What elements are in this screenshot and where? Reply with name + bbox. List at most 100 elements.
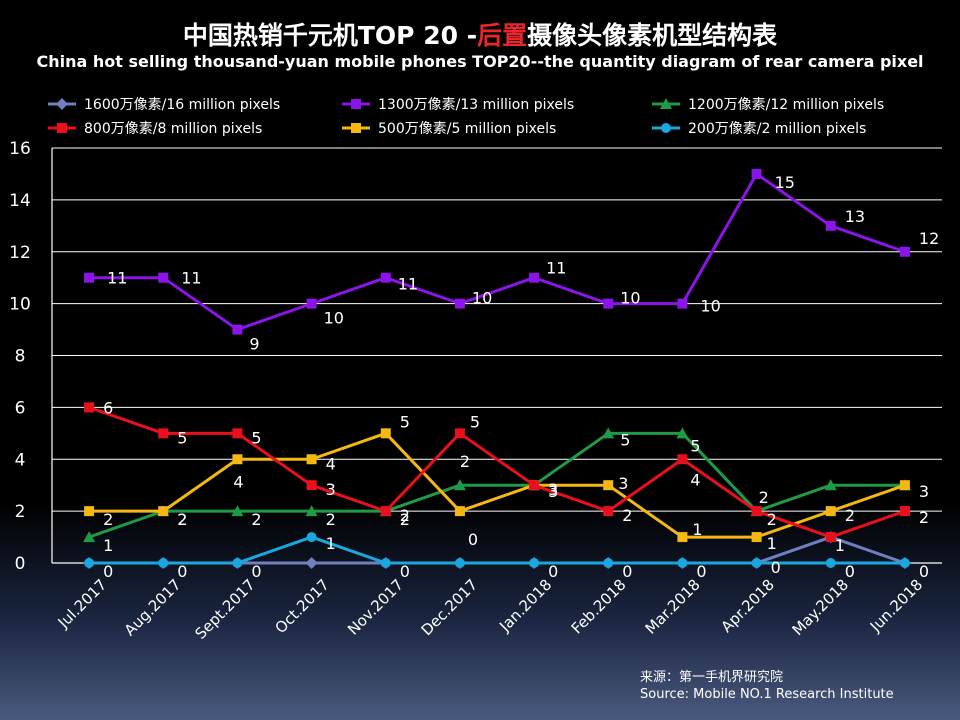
data-label: 2	[177, 510, 187, 529]
data-label: 2	[400, 506, 410, 525]
data-label: 10	[700, 297, 720, 316]
data-point	[529, 480, 540, 491]
data-point	[232, 558, 243, 568]
data-label: 3	[548, 480, 558, 499]
data-point	[751, 506, 762, 517]
data-point	[603, 298, 614, 309]
data-point	[751, 168, 762, 179]
data-point	[454, 298, 465, 309]
series-line	[88, 405, 906, 539]
x-tick-label: Sept.2017	[191, 576, 258, 643]
data-point	[825, 532, 836, 543]
data-label: 5	[177, 428, 187, 447]
x-tick-label: Mar.2018	[642, 576, 704, 638]
series-1	[84, 168, 910, 335]
data-point	[306, 454, 317, 465]
data-label: 0	[251, 562, 261, 581]
data-point	[529, 558, 540, 568]
y-tick-label: 6	[15, 398, 26, 418]
data-point	[380, 558, 391, 568]
legend-item: 1300万像素/13 million pixels	[342, 97, 574, 113]
data-point	[380, 428, 391, 439]
data-label: 10	[472, 289, 492, 308]
data-point	[232, 454, 243, 465]
x-tick-label: Feb.2018	[568, 576, 630, 638]
data-point	[232, 324, 243, 335]
data-label: 0	[177, 562, 187, 581]
data-label: 2	[460, 452, 470, 471]
legend-swatch-marker	[56, 98, 68, 110]
data-label: 9	[249, 335, 259, 354]
series-3	[84, 402, 910, 543]
data-label: 12	[919, 229, 939, 248]
legend-item: 500万像素/5 million pixels	[342, 121, 556, 137]
y-tick-label: 14	[9, 191, 31, 211]
legend-swatch-marker	[351, 123, 361, 133]
source-cn: 来源：第一手机界研究院	[640, 670, 783, 685]
y-axis: 0 2 4 6 8 10 12 14 16	[9, 139, 31, 574]
x-tick-label: Aug.2017	[121, 576, 185, 640]
data-point	[454, 506, 465, 517]
series-group	[83, 168, 911, 569]
data-point	[751, 532, 762, 543]
data-point	[453, 479, 466, 491]
series-line	[89, 172, 906, 332]
data-label: 5	[690, 436, 700, 455]
y-tick-label: 8	[15, 347, 26, 367]
data-label: 2	[177, 510, 187, 529]
data-point	[677, 532, 688, 543]
legend-label: 500万像素/5 million pixels	[378, 121, 556, 137]
legend-item: 200万像素/2 million pixels	[652, 121, 866, 137]
y-tick-label: 0	[15, 554, 26, 574]
series-2	[83, 427, 911, 543]
series-line	[89, 535, 906, 565]
data-label: 13	[845, 207, 865, 226]
data-point	[380, 272, 391, 283]
x-tick-label: May.2018	[789, 576, 853, 640]
data-label: 0	[103, 562, 113, 581]
series-line	[88, 431, 905, 539]
y-tick-label: 12	[9, 243, 31, 263]
data-point	[83, 531, 96, 543]
data-label: 2	[251, 510, 261, 529]
data-label: 2	[326, 510, 336, 529]
data-label: 15	[775, 173, 795, 192]
data-point	[899, 506, 910, 517]
data-label: 3	[618, 474, 628, 493]
data-point	[84, 506, 95, 517]
legend-item: 800万像素/8 million pixels	[48, 121, 262, 137]
data-label: 4	[233, 472, 243, 491]
data-label: 1	[692, 520, 702, 539]
data-label: 2	[622, 506, 632, 525]
data-point	[677, 558, 688, 568]
data-label: 0	[919, 562, 929, 581]
x-tick-label: Jun.2018	[866, 576, 926, 636]
data-label: 11	[546, 259, 566, 278]
data-point	[158, 272, 169, 283]
data-label: 0	[400, 562, 410, 581]
data-point	[825, 506, 836, 517]
data-point	[158, 558, 169, 568]
data-point	[158, 506, 169, 517]
data-point	[454, 558, 465, 568]
data-point	[306, 532, 317, 543]
data-point	[899, 246, 910, 257]
data-label: 0	[622, 562, 632, 581]
x-tick-label: Jan.2018	[495, 576, 555, 636]
x-tick-label: Jul.2017	[54, 576, 111, 633]
data-label: 0	[468, 530, 478, 549]
data-point	[380, 506, 391, 517]
legend-label: 1200万像素/12 million pixels	[688, 97, 884, 113]
data-label: 1	[835, 536, 845, 555]
data-point	[677, 298, 688, 309]
x-tick-label: Dec.2017	[418, 576, 482, 640]
legend-item: 1600万像素/16 million pixels	[48, 97, 280, 113]
data-point	[305, 505, 318, 517]
data-label: 0	[771, 558, 781, 577]
data-label: 6	[103, 398, 113, 417]
data-label: 4	[690, 470, 700, 489]
data-label: 1	[103, 536, 113, 555]
chart-title: 中国热销千元机TOP 20 -后置摄像头像素机型结构表	[183, 21, 778, 50]
data-label: 5	[620, 430, 630, 449]
